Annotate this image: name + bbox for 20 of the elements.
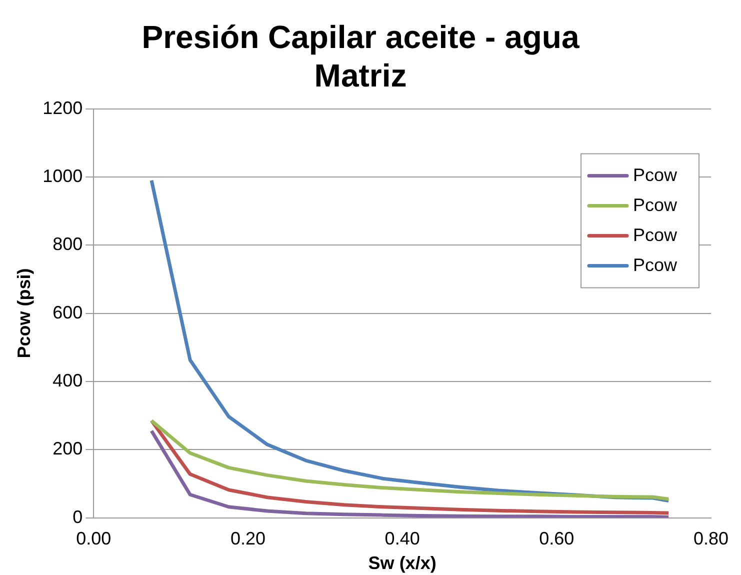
y-tick-label: 400 (52, 370, 83, 390)
legend-label: Pcow (633, 254, 678, 275)
x-axis-title: Sw (x/x) (368, 553, 436, 574)
y-tick-label: 800 (52, 234, 83, 254)
y-tick-label: 200 (52, 438, 83, 459)
x-tick-label: 0.60 (539, 528, 574, 549)
x-tick-label: 0.00 (76, 528, 112, 549)
y-tick-label: 1200 (42, 98, 83, 118)
x-tick-label: 0.80 (693, 528, 729, 549)
legend-label: Pcow (633, 224, 678, 245)
y-tick-label: 1000 (42, 166, 83, 186)
y-tick-label: 0 (72, 506, 83, 527)
legend-label: Pcow (633, 194, 678, 215)
x-tick-label: 0.40 (384, 528, 420, 549)
x-tick-label: 0.20 (230, 528, 266, 549)
text: Matriz (314, 57, 407, 94)
y-axis-title: Pcow (psi) (14, 268, 34, 358)
text: Presión Capilar aceite - agua (142, 19, 580, 56)
y-tick-label: 600 (52, 302, 83, 322)
legend-label: Pcow (633, 164, 678, 185)
